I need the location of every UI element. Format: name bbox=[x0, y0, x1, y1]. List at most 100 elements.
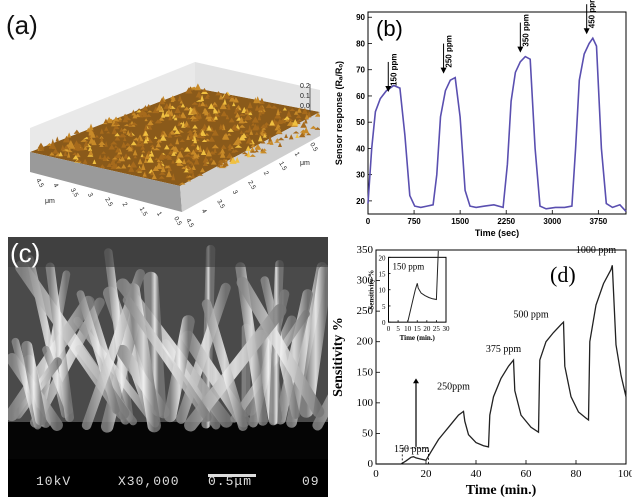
chart-d-inset-x-tick-label: 0 bbox=[387, 325, 391, 333]
afm-axis-left-tick: 0.5 bbox=[172, 216, 183, 228]
afm-grain bbox=[164, 154, 172, 159]
afm-grain bbox=[220, 144, 227, 149]
afm-grain bbox=[99, 128, 104, 134]
afm-grain bbox=[137, 108, 142, 111]
afm-grain bbox=[115, 166, 122, 169]
afm-grain bbox=[149, 144, 155, 148]
afm-grain bbox=[51, 138, 55, 145]
afm-grain bbox=[49, 151, 55, 156]
afm-grain bbox=[75, 143, 80, 148]
panel-d-label: (d) bbox=[550, 262, 576, 287]
afm-grain bbox=[258, 97, 265, 105]
afm-axis-left-tick: 4.5 bbox=[34, 178, 45, 190]
chart-b-x-tick-label: 1500 bbox=[451, 217, 469, 226]
afm-grain bbox=[185, 175, 190, 179]
afm-grain bbox=[130, 122, 138, 126]
afm-grain bbox=[219, 151, 226, 158]
afm-grain bbox=[179, 139, 185, 143]
sem-nanorod bbox=[236, 276, 325, 418]
afm-axis-left-tick: 3.5 bbox=[69, 187, 80, 199]
afm-grain bbox=[72, 152, 78, 155]
afm-grain bbox=[82, 158, 88, 164]
afm-grain bbox=[208, 103, 215, 109]
afm-grain bbox=[58, 151, 63, 157]
afm-grain bbox=[188, 167, 195, 173]
afm-grain bbox=[139, 141, 145, 146]
chart-b-annotation: 250 ppm bbox=[445, 35, 454, 67]
afm-grain bbox=[231, 149, 236, 153]
afm-grain bbox=[73, 129, 81, 134]
chart-d-x-tick-label: 60 bbox=[521, 468, 533, 480]
chart-b-y-tick-label: 90 bbox=[356, 13, 365, 22]
afm-grain bbox=[123, 153, 129, 159]
afm-grain bbox=[146, 150, 152, 154]
afm-grain bbox=[140, 153, 144, 158]
chart-b-y-tick-label: 80 bbox=[356, 39, 365, 48]
chart-d-plot-frame bbox=[375, 249, 627, 465]
afm-z-tick: 0.1 bbox=[300, 93, 310, 100]
afm-grain bbox=[127, 163, 132, 168]
afm-grain bbox=[140, 145, 146, 150]
afm-grain bbox=[201, 123, 208, 130]
afm-axis-right-tick: 3 bbox=[231, 189, 239, 196]
afm-grain bbox=[187, 86, 194, 91]
afm-grain bbox=[154, 136, 158, 139]
afm-grain bbox=[98, 140, 106, 145]
chart-b-annotation-arrowhead bbox=[517, 46, 524, 53]
afm-grain bbox=[175, 158, 183, 163]
chart-d-inset-y-tick-label: 15 bbox=[379, 271, 387, 279]
afm-grain bbox=[258, 110, 262, 116]
afm-grain bbox=[156, 138, 162, 143]
afm-grain bbox=[173, 134, 178, 138]
afm-grain bbox=[205, 93, 210, 97]
afm-grain bbox=[107, 118, 115, 122]
afm-grain bbox=[128, 165, 135, 172]
afm-grain bbox=[314, 127, 320, 130]
afm-grain bbox=[223, 98, 227, 105]
afm-axis-left-tick: 2 bbox=[121, 201, 129, 208]
afm-grain bbox=[143, 124, 149, 131]
afm-grain bbox=[141, 150, 146, 153]
afm-grain bbox=[105, 155, 111, 160]
afm-grain bbox=[254, 104, 260, 111]
afm-grain bbox=[202, 161, 209, 166]
afm-side-front bbox=[30, 152, 182, 212]
afm-axis-left-tick: 4 bbox=[52, 182, 60, 189]
sem-nanorod bbox=[201, 299, 248, 432]
sem-haze bbox=[8, 237, 328, 267]
afm-unit-right: μm bbox=[300, 160, 310, 167]
afm-grain bbox=[196, 132, 203, 139]
afm-grain bbox=[224, 162, 229, 166]
afm-grain bbox=[196, 173, 204, 176]
afm-grain bbox=[300, 121, 307, 128]
afm-grain bbox=[198, 112, 202, 119]
afm-grain bbox=[188, 106, 193, 110]
afm-grain bbox=[192, 131, 199, 137]
afm-grain bbox=[123, 136, 127, 141]
afm-grain bbox=[157, 156, 165, 160]
afm-grain bbox=[217, 152, 223, 155]
afm-grain bbox=[86, 127, 91, 132]
chart-d-annotation: 250ppm bbox=[437, 381, 470, 392]
afm-surface-plot: 0.2 0.1 0.0 4.5 4 3.5 3 2.5 2 1.5 1 0.5 4.5 4 3.5 3… bbox=[30, 62, 320, 230]
sem-image: 10kV X30,000 0.5μm 09 bbox=[8, 237, 328, 497]
afm-grain bbox=[191, 101, 199, 105]
afm-grain bbox=[182, 158, 187, 165]
afm-grain bbox=[278, 110, 282, 113]
chart-d-zoom-arrowhead bbox=[413, 378, 419, 384]
afm-grain bbox=[166, 108, 172, 115]
afm-grain bbox=[232, 102, 236, 107]
afm-grain bbox=[222, 133, 230, 140]
chart-d-inset-x-tick-label: 10 bbox=[404, 325, 412, 333]
afm-grain bbox=[227, 128, 234, 132]
afm-grain bbox=[256, 108, 264, 111]
panel-b-label: (b) bbox=[376, 16, 403, 41]
afm-grain bbox=[219, 93, 223, 100]
afm-grain bbox=[158, 175, 165, 179]
afm-grain bbox=[118, 116, 123, 121]
afm-axis-right: 4.5 4 3.5 3 2.5 2 1.5 1 0.5 bbox=[184, 142, 319, 230]
afm-grain bbox=[304, 114, 309, 119]
afm-grain bbox=[138, 109, 146, 116]
afm-grain bbox=[145, 136, 150, 142]
afm-axis-left: 4.5 4 3.5 3 2.5 2 1.5 1 0.5 bbox=[34, 178, 183, 228]
